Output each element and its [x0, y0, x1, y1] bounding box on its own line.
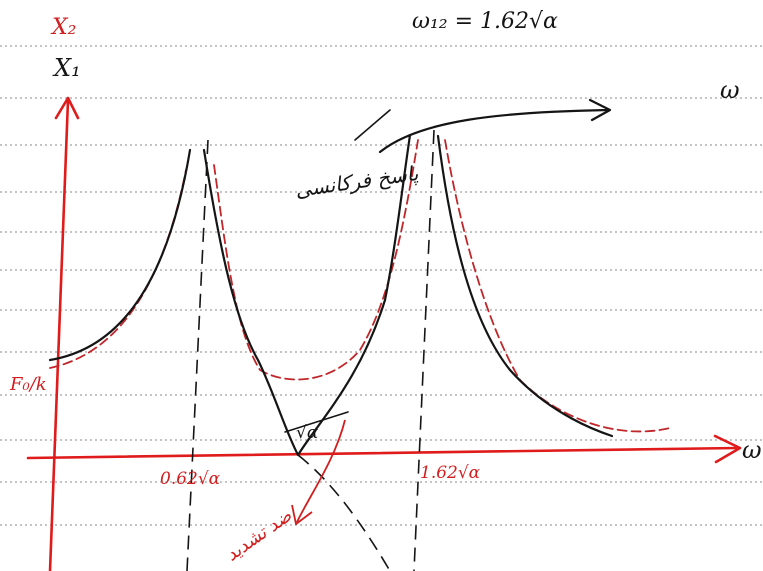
low-freq-label: 0.62√α [160, 469, 221, 489]
y-axis [50, 100, 68, 571]
response-pointer [355, 110, 390, 140]
x2-label: X₂ [50, 15, 76, 40]
response-arrow [380, 100, 610, 152]
sqrt-alpha-label: √α [296, 423, 319, 443]
omega-axis-label: ω [742, 436, 762, 464]
asymptote-low [187, 140, 208, 571]
antiresonance-note: ضد تشدید [222, 505, 296, 566]
asymptote-high [414, 130, 434, 571]
omega12-label: ω₁₂ = 1.62√α [412, 9, 558, 34]
high-freq-label: 1.62√α [420, 463, 481, 483]
x1-label: X₁ [52, 54, 81, 82]
sketch: X₂ X₁ ω₁₂ = 1.62√α ω ω F₀/k 0.62√α √α 1.… [0, 0, 763, 571]
omega-top-label: ω [720, 76, 740, 104]
f0k-label: F₀/k [9, 374, 47, 395]
x-axis [28, 448, 738, 458]
